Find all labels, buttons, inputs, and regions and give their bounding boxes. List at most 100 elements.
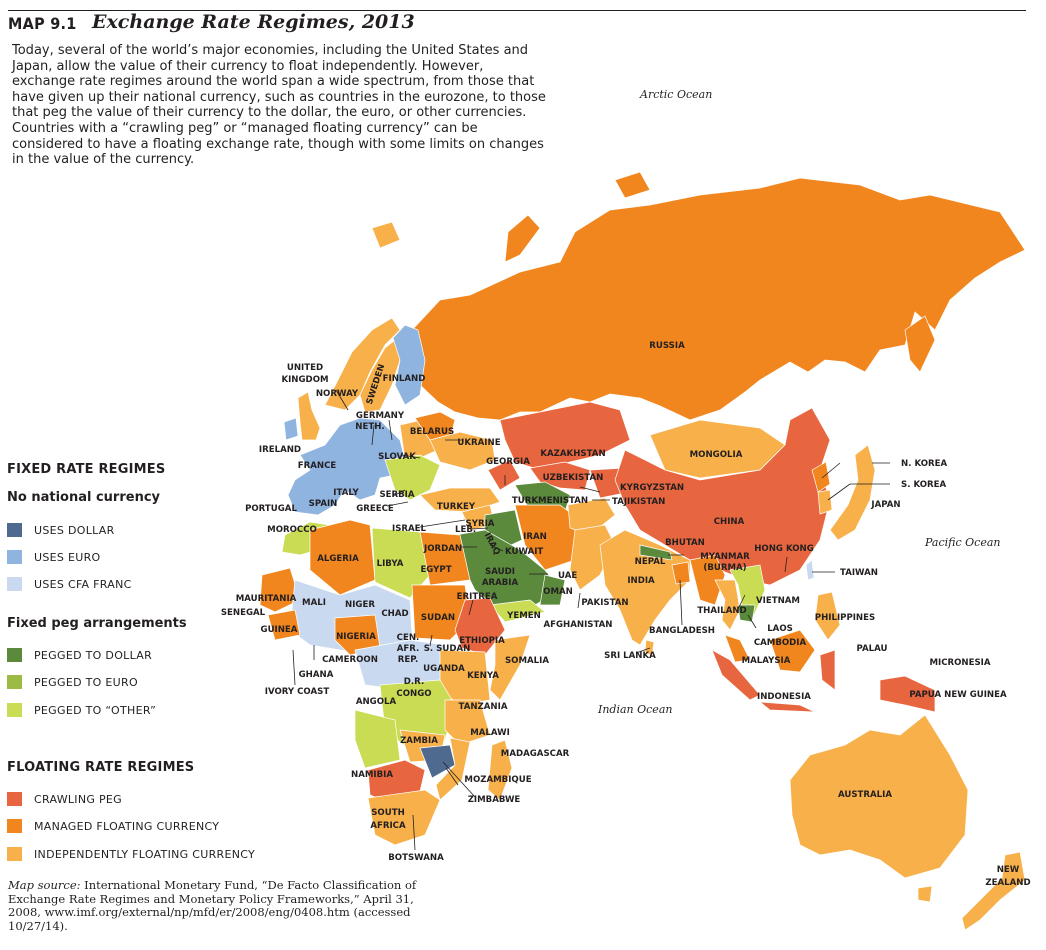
region-eurozone	[287, 417, 406, 516]
legend-peg-heading: Fixed peg arrangements	[7, 616, 187, 631]
label-uzbekistan: UZBEKISTAN	[543, 473, 604, 483]
ocean-pacific: Pacific Ocean	[924, 536, 1000, 549]
label-turkey: TURKEY	[437, 502, 476, 512]
label-netherlands: NETH.	[355, 422, 384, 432]
label-kuwait: KUWAIT	[505, 547, 543, 557]
legend-swatch	[7, 703, 22, 717]
legend-swatch	[7, 675, 22, 689]
region-japan	[829, 444, 876, 541]
region-south-korea	[817, 489, 833, 515]
header-rule	[8, 10, 1026, 11]
label-georgia: GEORGIA	[486, 457, 530, 467]
leader-lines	[292, 389, 890, 851]
label-syria: SYRIA	[466, 519, 495, 529]
legend-label: PEGGED TO EURO	[34, 675, 138, 689]
region-kazakhstan	[499, 401, 631, 471]
label-north-korea: N. KOREA	[901, 459, 948, 469]
label-malawi: MALAWI	[470, 728, 510, 738]
region-china	[614, 407, 831, 586]
region-egypt	[419, 531, 471, 586]
region-oman	[539, 574, 566, 606]
ocean-indian: Indian Ocean	[597, 703, 672, 716]
region-java	[758, 701, 816, 713]
label-oman: OMAN	[543, 587, 573, 597]
legend-floating-heading: FLOATING RATE REGIMES	[7, 760, 195, 775]
label-niger: NIGER	[345, 600, 375, 610]
label-ethiopia: ETHIOPIA	[459, 636, 505, 646]
label-spain: SPAIN	[309, 499, 338, 509]
label-france: FRANCE	[298, 461, 337, 471]
label-nepal: NEPAL	[635, 557, 666, 567]
label-afghanistan: AFGHANISTAN	[543, 620, 612, 630]
region-guinea	[267, 609, 301, 641]
legend-label: CRAWLING PEG	[34, 792, 123, 806]
label-car-3: REP.	[398, 655, 418, 665]
region-yemen	[489, 599, 546, 623]
region-afghanistan	[567, 497, 616, 536]
label-indonesia: INDONESIA	[757, 692, 811, 702]
label-guinea: GUINEA	[261, 625, 298, 635]
label-laos: LAOS	[767, 624, 793, 634]
region-balkans	[384, 454, 441, 501]
map-source-label: Map source:	[8, 878, 81, 892]
label-drc-2: CONGO	[396, 689, 431, 699]
region-ukraine	[429, 431, 496, 471]
region-kamchatka	[904, 315, 936, 373]
legend-label: MANAGED FLOATING CURRENCY	[34, 819, 220, 833]
region-finland	[392, 324, 426, 406]
legend-item-pegged-other: PEGGED TO “OTHER”	[7, 702, 156, 718]
label-hong-kong: HONG KONG	[754, 544, 814, 554]
region-nepal-bhutan	[639, 544, 673, 561]
legend-item-crawling-peg: CRAWLING PEG	[7, 791, 122, 807]
label-slovakia: SLOVAK	[378, 452, 416, 462]
label-nigeria: NIGERIA	[336, 632, 376, 642]
label-japan: JAPAN	[870, 500, 900, 510]
region-belarus	[414, 411, 456, 441]
label-new-zealand-2: ZEALAND	[985, 878, 1030, 888]
label-mongolia: MONGOLIA	[690, 450, 743, 460]
label-finland: FINLAND	[383, 374, 426, 384]
label-somalia: SOMALIA	[505, 656, 549, 666]
region-myanmar	[689, 554, 726, 606]
label-cameroon: CAMEROON	[322, 655, 378, 665]
label-ireland: IRELAND	[259, 445, 301, 455]
label-mozambique: MOZAMBIQUE	[464, 775, 531, 785]
label-zambia: ZAMBIA	[400, 736, 438, 746]
region-philippines	[814, 591, 841, 641]
region-malaysia	[724, 634, 751, 663]
label-micronesia: MICRONESIA	[929, 658, 990, 668]
label-mali: MALI	[302, 598, 326, 608]
region-sumatra	[711, 649, 761, 701]
region-png	[879, 675, 936, 713]
ocean-arctic: Arctic Ocean	[639, 88, 712, 101]
label-car-1: CEN.	[397, 633, 420, 643]
label-saudi-arabia-1: SAUDI	[485, 567, 515, 577]
label-germany: GERMANY	[356, 411, 405, 421]
region-novaya-zemlya	[504, 214, 541, 263]
region-taiwan	[805, 559, 815, 581]
label-cambodia: CAMBODIA	[754, 638, 807, 648]
label-turkmenistan: TURKMENISTAN	[512, 496, 588, 506]
label-taiwan: TAIWAN	[840, 568, 878, 578]
label-myanmar-2: (BURMA)	[703, 563, 746, 573]
label-india: INDIA	[627, 576, 655, 586]
label-botswana: BOTSWANA	[388, 853, 444, 863]
region-borneo	[769, 629, 816, 673]
legend-label: USES CFA FRANC	[34, 577, 132, 591]
region-tasmania	[917, 885, 933, 903]
legend-swatch	[7, 792, 22, 806]
map-source: Map source: International Monetary Fund,…	[8, 878, 428, 933]
label-russia: RUSSIA	[649, 341, 685, 351]
label-kazakhstan: KAZAKHSTAN	[540, 449, 605, 459]
region-svalbard	[371, 221, 401, 249]
label-morocco: MOROCCO	[267, 525, 317, 535]
legend-no-currency-heading: No national currency	[7, 490, 161, 505]
legend-swatch	[7, 523, 22, 537]
region-tanzania	[444, 699, 491, 746]
legend-item-uses-cfa-franc: USES CFA FRANC	[7, 576, 132, 592]
region-north-korea	[811, 461, 831, 493]
label-namibia: NAMIBIA	[351, 770, 393, 780]
legend-swatch	[7, 847, 22, 861]
label-italy: ITALY	[333, 488, 359, 498]
intro-paragraph: Today, several of the world’s major econ…	[12, 43, 546, 168]
